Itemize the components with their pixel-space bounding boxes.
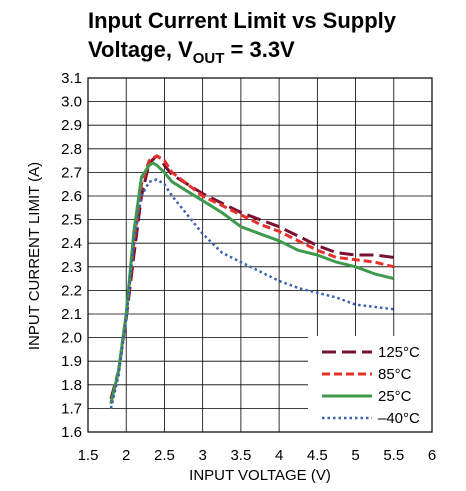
x-tick-label: 1.5	[78, 447, 99, 464]
y-tick-label: 3.0	[61, 94, 82, 111]
x-tick-label: 5.5	[383, 447, 404, 464]
legend: 125°C 85°C 25°C –40°C	[322, 344, 420, 427]
x-tick-label: 5	[351, 447, 359, 464]
plot-frame	[87, 77, 433, 433]
y-tick-label: 2.8	[61, 141, 82, 158]
y-axis-label: INPUT CURRENT LIMIT (A)	[26, 162, 43, 350]
series-lines	[109, 154, 395, 409]
x-tick-label: 2	[122, 447, 130, 464]
legend-label-3: –40°C	[378, 410, 420, 427]
legend-label-0: 125°C	[378, 344, 420, 361]
chart-title-main: Voltage, V	[88, 37, 193, 62]
x-tick-label: 6	[428, 447, 436, 464]
x-tick-label: 2.5	[154, 447, 175, 464]
y-tick-label: 3.1	[61, 70, 82, 87]
x-tick-labels: 1.5 2 2.5 3 3.5 4 4.5 5 5.5 6	[78, 447, 437, 464]
y-tick-label: 1.9	[61, 353, 82, 370]
legend-label-2: 25°C	[378, 388, 412, 405]
y-tick-label: 2.9	[61, 117, 82, 134]
y-tick-label: 2.7	[61, 164, 82, 181]
chart-title-line1: Input Current Limit vs Supply	[88, 8, 397, 33]
x-tick-label: 3.5	[230, 447, 251, 464]
chart-title-rest: = 3.3V	[224, 37, 295, 62]
y-tick-label: 2.1	[61, 306, 82, 323]
y-tick-label: 1.7	[61, 400, 82, 417]
x-tick-label: 4	[275, 447, 283, 464]
series-line-3	[109, 178, 394, 409]
series-line-2	[109, 161, 395, 405]
y-tick-label: 1.8	[61, 377, 82, 394]
chart-title-subscript: OUT	[193, 50, 225, 67]
y-tick-label: 1.6	[61, 424, 82, 441]
x-tick-label: 4.5	[307, 447, 328, 464]
y-tick-label: 2.0	[61, 330, 82, 347]
y-tick-label: 2.6	[61, 188, 82, 205]
y-tick-label: 2.4	[61, 235, 82, 252]
y-tick-label: 2.2	[61, 282, 82, 299]
y-tick-label: 2.3	[61, 259, 82, 276]
chart-title-line2: Voltage, VOUT = 3.3V	[88, 37, 295, 67]
legend-label-1: 85°C	[378, 366, 412, 383]
x-axis-label: INPUT VOLTAGE (V)	[189, 467, 331, 484]
x-tick-label: 3	[198, 447, 206, 464]
y-tick-labels: 1.6 1.7 1.8 1.9 2.0 2.1 2.2 2.3 2.4 2.5 2.6 2.7 2.8 2…	[61, 70, 82, 441]
y-tick-label: 2.5	[61, 212, 82, 229]
